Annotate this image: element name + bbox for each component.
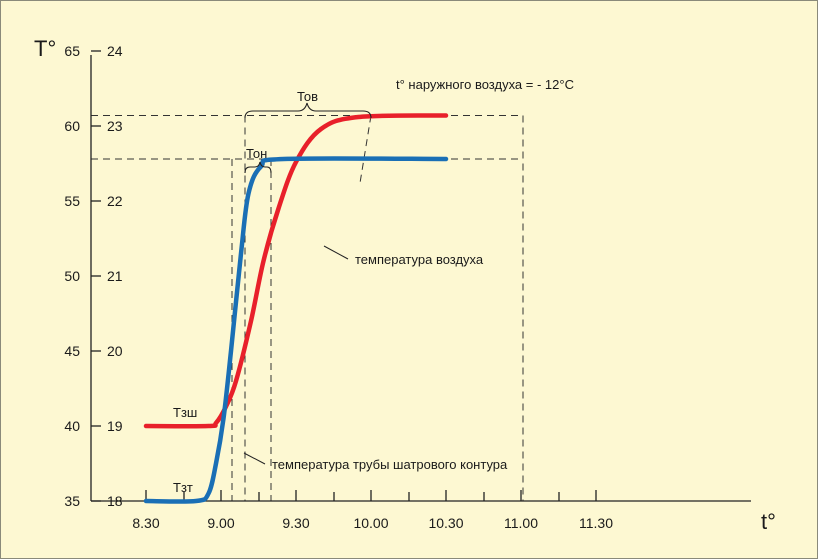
y-axis-title: T° xyxy=(34,36,56,61)
label-tov: Тов xyxy=(297,89,318,104)
series-line-0 xyxy=(143,113,449,429)
x-tick-label: 11.00 xyxy=(504,515,538,531)
y-tick-label-primary: 45 xyxy=(64,343,80,359)
x-tick-label: 9.00 xyxy=(207,515,234,531)
y-tick-label-primary: 65 xyxy=(64,43,80,59)
leader-air xyxy=(323,245,349,260)
label-ton: Тон xyxy=(246,146,267,161)
label-tzsh: Тзш xyxy=(173,405,197,420)
y-tick-label-secondary: 19 xyxy=(107,418,123,434)
x-tick-label: 9.30 xyxy=(282,515,309,531)
tick-labels: 35 18 40 19 45 20 50 21 55 22 60 23 65 24 8.30 9.00 9.30… xyxy=(34,36,776,534)
label-air-temperature: температура воздуха xyxy=(355,252,484,267)
label-pipe-temperature: температура трубы шатрового контура xyxy=(272,457,508,472)
x-tick-label: 11.30 xyxy=(579,515,613,531)
annotations: t° наружного воздуха = - 12°C Тов Тон Тзш Тз… xyxy=(173,77,574,495)
y-tick-label-primary: 55 xyxy=(64,193,80,209)
y-tick-label-secondary: 18 xyxy=(107,493,123,509)
brace-ton xyxy=(244,161,272,174)
y-tick-label-primary: 50 xyxy=(64,268,80,284)
y-tick-label-primary: 60 xyxy=(64,118,80,134)
leader-pipe xyxy=(243,452,266,465)
y-tick-label-secondary: 22 xyxy=(107,193,123,209)
y-tick-label-secondary: 21 xyxy=(107,268,123,284)
outdoor-air-note: t° наружного воздуха = - 12°C xyxy=(396,77,574,92)
label-tzt: Тзт xyxy=(173,480,193,495)
axes xyxy=(90,50,751,502)
brace-tov xyxy=(244,102,372,119)
y-tick-label-primary: 35 xyxy=(64,493,80,509)
guide-lines xyxy=(91,115,524,501)
guide-line-diagonal xyxy=(359,115,372,184)
y-tick-label-secondary: 23 xyxy=(107,118,123,134)
x-tick-label: 10.00 xyxy=(353,515,388,531)
y-tick-label-primary: 40 xyxy=(64,418,80,434)
series-lines xyxy=(143,113,449,504)
y-tick-label-secondary: 20 xyxy=(107,343,123,359)
series-line-1 xyxy=(143,156,449,504)
x-tick-label: 8.30 xyxy=(132,515,159,531)
x-tick-label: 10.30 xyxy=(428,515,463,531)
y-tick-label-secondary: 24 xyxy=(107,43,123,59)
x-axis-title: t° xyxy=(761,509,776,534)
